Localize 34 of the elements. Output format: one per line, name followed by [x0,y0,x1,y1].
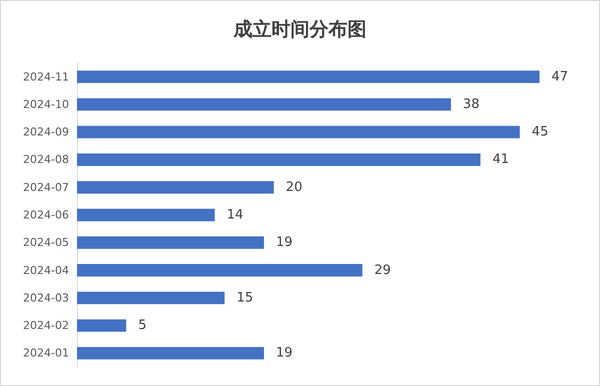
bar [77,319,126,332]
bar [77,70,540,84]
y-tick-label: 2024-05 [23,236,69,250]
data-label: 45 [532,124,548,140]
y-tick-label: 2024-11 [23,70,69,84]
data-label: 19 [276,346,293,361]
bar [77,236,264,249]
data-label: 14 [226,208,244,222]
y-tick-label: 2024-09 [23,126,69,139]
data-label: 15 [236,290,254,306]
data-label: 20 [286,180,302,195]
data-label: 29 [374,262,391,278]
bar [77,181,274,194]
bar [77,126,520,138]
bar [77,208,215,222]
y-tick-label: 2024-04 [23,264,69,277]
y-tick-label: 2024-03 [23,291,69,304]
y-tick-label: 2024-08 [23,153,69,166]
data-label: 19 [276,235,293,250]
y-tick-label: 2024-02 [23,319,69,332]
data-label: 41 [492,152,509,168]
y-tick-label: 2024-07 [23,180,69,194]
data-label: 47 [551,69,568,84]
data-label: 5 [138,318,146,334]
bar [77,154,480,166]
y-tick-label: 2024-10 [23,98,69,111]
bar [77,292,225,304]
bar [77,98,451,111]
bar [77,346,264,360]
chart-title: 成立时间分布图 [232,18,366,40]
bar [77,264,362,276]
y-tick-label: 2024-01 [23,346,69,360]
y-tick-label: 2024-06 [23,208,69,222]
data-label: 38 [462,96,480,112]
